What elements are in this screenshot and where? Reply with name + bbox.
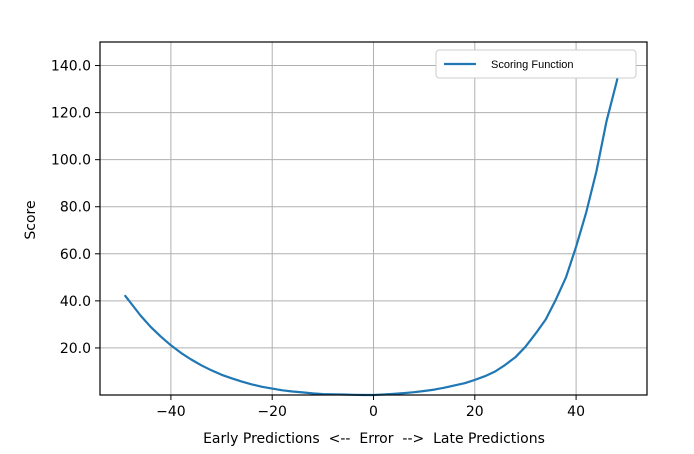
x-tick-label: −20 <box>257 404 287 420</box>
legend-label-scoring-function: Scoring Function <box>491 59 574 71</box>
legend-box <box>435 49 637 79</box>
y-axis-label: Score <box>23 200 39 239</box>
x-tick-label: 40 <box>567 404 585 420</box>
y-tick-label: 140.0 <box>51 59 91 75</box>
x-axis-label: Early Predictions <-- Error --> Late Pre… <box>203 431 545 447</box>
y-tick-label: 120.0 <box>51 106 91 122</box>
ticks-group: −40 −20 0 20 40 20.0 40.0 60.0 80.0 100.0 120.0 140… <box>51 59 585 420</box>
legend: Scoring Function <box>435 49 637 79</box>
y-tick-label: 80.0 <box>60 200 91 216</box>
y-tick-label: 40.0 <box>60 294 91 310</box>
x-tick-label: −40 <box>156 404 186 420</box>
x-tick-label: 0 <box>369 404 378 420</box>
x-tick-label: 20 <box>466 404 484 420</box>
y-tick-label: 60.0 <box>60 247 91 263</box>
y-tick-label: 20.0 <box>60 341 91 357</box>
y-tick-label: 100.0 <box>51 153 91 169</box>
